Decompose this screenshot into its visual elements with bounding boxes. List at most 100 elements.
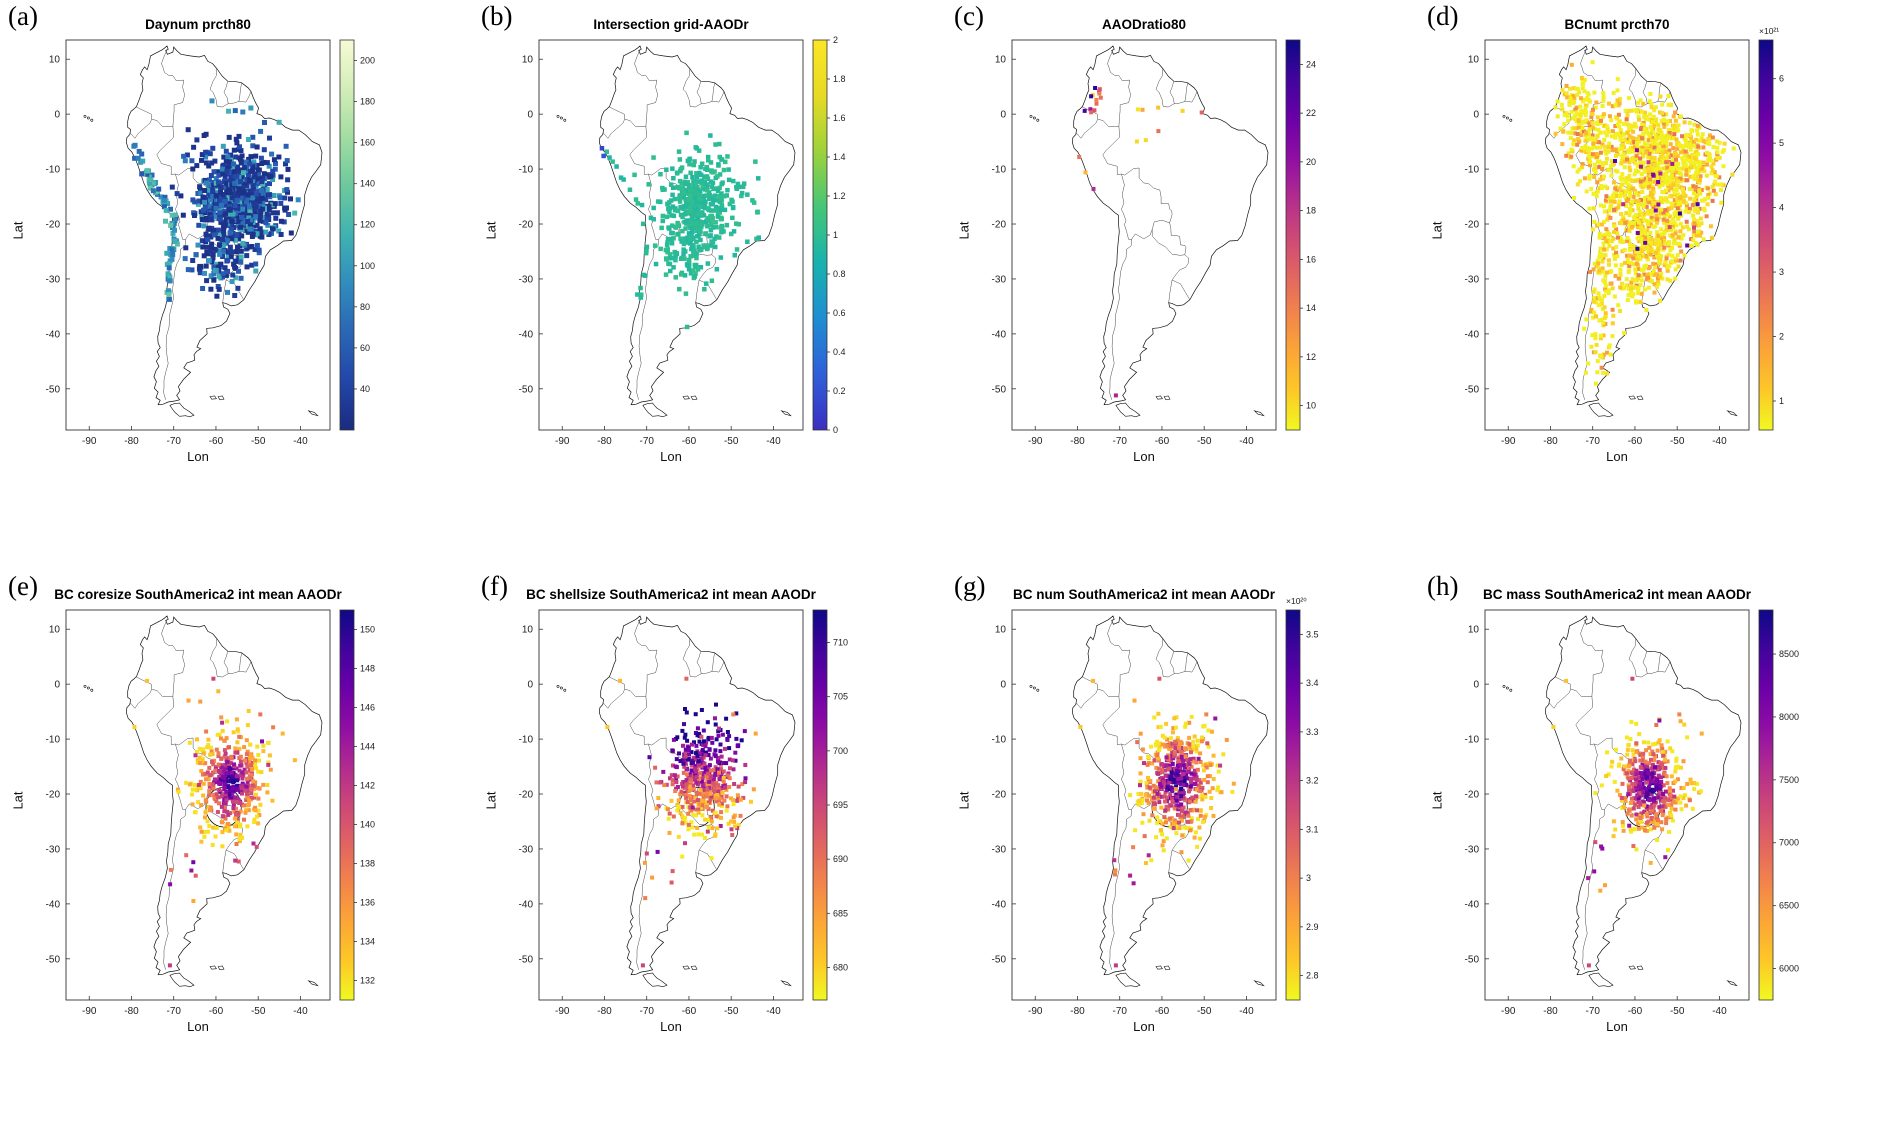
map-plot: -90 -80 -70 -60 -50 -40 10 0 -10 -20 -30 -40 -50 1 2 3 4… — [1465, 26, 1784, 447]
svg-text:-90: -90 — [1501, 436, 1516, 447]
svg-text:695: 695 — [833, 800, 848, 810]
map-plot: -90 -80 -70 -60 -50 -40100-10-20-30-40-502.82… — [992, 596, 1319, 1017]
svg-text:-90: -90 — [555, 1006, 570, 1017]
svg-text:-50: -50 — [1197, 436, 1212, 447]
svg-text:-10: -10 — [519, 735, 534, 746]
svg-text:-70: -70 — [639, 1006, 654, 1017]
svg-text:-10: -10 — [992, 165, 1007, 176]
svg-text:120: 120 — [360, 220, 375, 230]
svg-text:-60: -60 — [1628, 436, 1643, 447]
svg-text:-20: -20 — [519, 220, 534, 231]
panel-title: BC mass SouthAmerica2 int mean AAODr — [1482, 587, 1752, 602]
svg-text:-70: -70 — [639, 436, 654, 447]
panel-title: Daynum prcth80 — [145, 17, 251, 32]
svg-text:0.4: 0.4 — [833, 347, 846, 357]
svg-text:134: 134 — [360, 937, 375, 947]
svg-text:-40: -40 — [766, 1006, 781, 1017]
svg-text:144: 144 — [360, 742, 375, 752]
svg-text:140: 140 — [360, 820, 375, 830]
svg-text:-30: -30 — [46, 274, 61, 285]
map-panel-b: -90 -80 -70 -60 -50 -40 10 0 -10 -20 -30 -40 -50 0 0.2… — [473, 0, 946, 569]
svg-text:-50: -50 — [251, 436, 266, 447]
svg-text:710: 710 — [833, 638, 848, 648]
svg-text:-70: -70 — [1112, 436, 1127, 447]
svg-text:-10: -10 — [1465, 165, 1480, 176]
map-panel-c: -90 -80 -70 -60 -50 -40 10 0 -10 -20 -30 -40 -50 10 12… — [946, 0, 1419, 569]
svg-text:6: 6 — [1779, 74, 1784, 84]
svg-text:1: 1 — [833, 230, 838, 240]
svg-text:-20: -20 — [519, 790, 534, 801]
svg-text:-30: -30 — [519, 844, 534, 855]
svg-text:-70: -70 — [166, 436, 181, 447]
svg-text:10: 10 — [1468, 55, 1480, 66]
svg-text:-50: -50 — [251, 1006, 266, 1017]
svg-text:-20: -20 — [46, 220, 61, 231]
svg-text:-30: -30 — [46, 844, 61, 855]
svg-text:60: 60 — [360, 343, 370, 353]
svg-text:132: 132 — [360, 976, 375, 986]
svg-text:-80: -80 — [1543, 436, 1558, 447]
svg-text:0: 0 — [527, 680, 533, 691]
y-axis-label: Lat — [10, 221, 26, 240]
map-panel-d: -90 -80 -70 -60 -50 -40 10 0 -10 -20 -30 -40 -50 1 2 3 4… — [1419, 0, 1892, 569]
svg-text:-50: -50 — [519, 384, 534, 395]
svg-text:-40: -40 — [46, 899, 61, 910]
svg-text:2: 2 — [1779, 332, 1784, 342]
svg-text:0.8: 0.8 — [833, 269, 846, 279]
svg-text:0: 0 — [1473, 110, 1479, 121]
svg-text:180: 180 — [360, 97, 375, 107]
svg-text:705: 705 — [833, 692, 848, 702]
svg-text:146: 146 — [360, 703, 375, 713]
svg-text:0: 0 — [833, 425, 838, 435]
svg-text:-90: -90 — [82, 1006, 97, 1017]
svg-text:-40: -40 — [519, 329, 534, 340]
svg-text:-80: -80 — [124, 436, 139, 447]
panel-title: Intersection grid-AAODr — [593, 17, 749, 32]
svg-text:-40: -40 — [992, 329, 1007, 340]
map-plot: -90 -80 -70 -60 -50 -40 10 0 -10 -20 -30 -40 -50 680 6… — [519, 609, 848, 1017]
svg-text:-20: -20 — [46, 790, 61, 801]
svg-text:-40: -40 — [293, 1006, 308, 1017]
svg-text:10: 10 — [49, 625, 61, 636]
svg-text:690: 690 — [833, 854, 848, 864]
panel-letter-label: (c) — [954, 1, 984, 31]
panel-letter-label: (f) — [481, 571, 508, 601]
svg-text:-50: -50 — [1670, 436, 1685, 447]
svg-text:-60: -60 — [1155, 436, 1170, 447]
panel-letter-label: (e) — [8, 571, 38, 601]
svg-text:0: 0 — [54, 680, 60, 691]
svg-text:3: 3 — [1779, 267, 1784, 277]
svg-text:-60: -60 — [682, 1006, 697, 1017]
svg-text:0: 0 — [527, 110, 533, 121]
svg-text:-80: -80 — [1070, 436, 1085, 447]
panel-letter-label: (d) — [1427, 1, 1459, 31]
svg-text:10: 10 — [522, 55, 534, 66]
svg-text:-10: -10 — [519, 165, 534, 176]
svg-text:1.2: 1.2 — [833, 191, 846, 201]
map-panel-a: -90 -80 -70 -60 -50 -40 10 0 -10 -20 -30 -40 -50 40 60… — [0, 0, 473, 569]
svg-text:-40: -40 — [519, 899, 534, 910]
svg-text:140: 140 — [360, 179, 375, 189]
svg-text:142: 142 — [360, 781, 375, 791]
svg-text:138: 138 — [360, 859, 375, 869]
svg-text:2: 2 — [833, 35, 838, 45]
svg-text:0: 0 — [54, 110, 60, 121]
svg-text:10: 10 — [522, 625, 534, 636]
panel-letter-label: (h) — [1427, 571, 1459, 601]
x-axis-label: Lon — [1133, 1019, 1155, 1034]
panel-letter-label: (b) — [481, 1, 513, 31]
y-axis-label: Lat — [1429, 791, 1445, 810]
svg-text:136: 136 — [360, 898, 375, 908]
svg-text:14: 14 — [1306, 303, 1316, 313]
svg-text:-50: -50 — [519, 954, 534, 965]
map-panel-e: -90 -80 -70 -60 -50 -40 10 0 -10 -20 -30 -40 -50 132 1… — [0, 570, 473, 1139]
svg-text:1.8: 1.8 — [833, 74, 846, 84]
svg-text:-60: -60 — [209, 1006, 224, 1017]
svg-text:20: 20 — [1306, 157, 1316, 167]
svg-text:-50: -50 — [992, 384, 1007, 395]
svg-text:-90: -90 — [82, 436, 97, 447]
svg-text:-80: -80 — [597, 1006, 612, 1017]
svg-text:0.2: 0.2 — [833, 386, 846, 396]
map-panel-f: -90 -80 -70 -60 -50 -40 10 0 -10 -20 -30 -40 -50 680 6… — [473, 570, 946, 1139]
